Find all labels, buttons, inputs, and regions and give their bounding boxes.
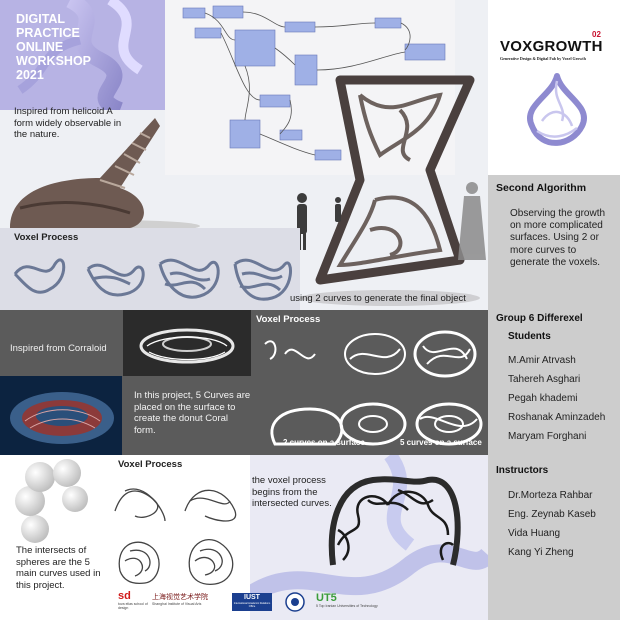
sculpture-render [297,75,486,306]
title-line-1: DIGITAL [16,12,66,26]
label-five-curves: 5 curves on a surface [400,438,482,447]
spheres-text: The intersects of spheres are the 5 main… [16,545,101,591]
logo-emblem [285,592,305,612]
logo-ut5-mark: UT5 [316,592,337,604]
title-line-2: PRACTICE [16,26,80,40]
logo-ut5-sub: 5 Top Iranian Universities of Technology [316,604,378,608]
intersect-text: the voxel process begins from the inters… [252,475,332,510]
brand-render [527,73,587,146]
brand-subtitle: Generative Design & Digital Fab by Voxel… [500,56,586,61]
logo-shanghai: 上海视觉艺术学院 Shanghai Institute of Visual Ar… [152,593,222,613]
voxel-title-bottom: Voxel Process [118,459,183,470]
bottom-panel: The intersects of spheres are the 5 main… [0,455,488,620]
helicoid-text: Inspired from helicoid A form widely obs… [14,106,122,141]
voxel-steps-top [13,258,292,301]
brand-name: VOXGROWTH [500,38,603,55]
instructor-4: Kang Yi Zheng [508,547,574,558]
logo-iust-mark: IUST [244,594,260,601]
badge-number: 02 [592,30,601,39]
sidebar: 02 VOXGROWTH Generative Design & Digital… [488,0,620,620]
bottom-voxel-steps [114,488,237,585]
logo-sd: sd tova elias school of design [118,591,150,613]
coral-band: Inspired from Corraloid In this project,… [0,310,488,455]
donut-render [123,310,251,376]
workshop-title: DIGITAL PRACTICE ONLINE WORKSHOP 2021 [16,12,126,82]
label-two-curves: 2 curves on a surface [283,438,365,447]
voxel-title-coral: Voxel Process [256,314,321,325]
logo-sd-mark: sd [118,590,131,602]
instructor-1: Dr.Morteza Rahbar [508,490,593,501]
sphere-chain [15,459,88,543]
instructor-2: Eng. Zeynab Kaseb [508,509,596,520]
title-line-4: WORKSHOP [16,54,91,68]
logo-shanghai-sub: Shanghai Institute of Visual Arts [152,602,202,606]
group-title: Group 6 Differexel [496,313,583,324]
voxel-caption-top: using 2 curves to generate the final obj… [290,293,466,304]
voxel-strip-top: Voxel Process [0,228,300,310]
student-4: Roshanak Aminzadeh [508,412,606,423]
brand-box: 02 VOXGROWTH Generative Design & Digital… [488,0,620,175]
instructors-title: Instructors [496,465,549,476]
voxel-title-top: Voxel Process [14,232,79,243]
helix-render [0,0,170,110]
logo-iust-sub: International Academic Relations Office [233,602,271,608]
logo-shanghai-mark: 上海视觉艺术学院 [152,593,208,601]
title-line-3: ONLINE [16,40,64,54]
title-line-5: 2021 [16,68,44,82]
second-text: Observing the growth on more complicated… [510,208,606,268]
hero-panel: DIGITAL PRACTICE ONLINE WORKSHOP 2021 In… [0,0,488,310]
bottom-voxel-object [328,476,461,566]
logo-ut5: UT5 5 Top Iranian Universities of Techno… [316,592,386,614]
student-2: Tahereh Asghari [508,374,581,385]
coral-voxel-steps [264,330,483,446]
second-title: Second Algorithm [496,182,587,194]
instructor-3: Vida Huang [508,528,561,539]
coral-photo [0,376,122,455]
coral-description: In this project, 5 Curves are placed on … [134,390,251,436]
students-title: Students [508,331,551,342]
student-1: M.Amir Atrvash [508,355,576,366]
logo-sd-sub: tova elias school of design [118,602,148,610]
node-graph [165,0,455,175]
student-3: Pegah khademi [508,393,578,404]
corraloid-text: Inspired from Corraloid [10,343,107,354]
logo-iust: IUST International Academic Relations Of… [232,593,272,611]
student-5: Maryam Forghani [508,431,587,442]
